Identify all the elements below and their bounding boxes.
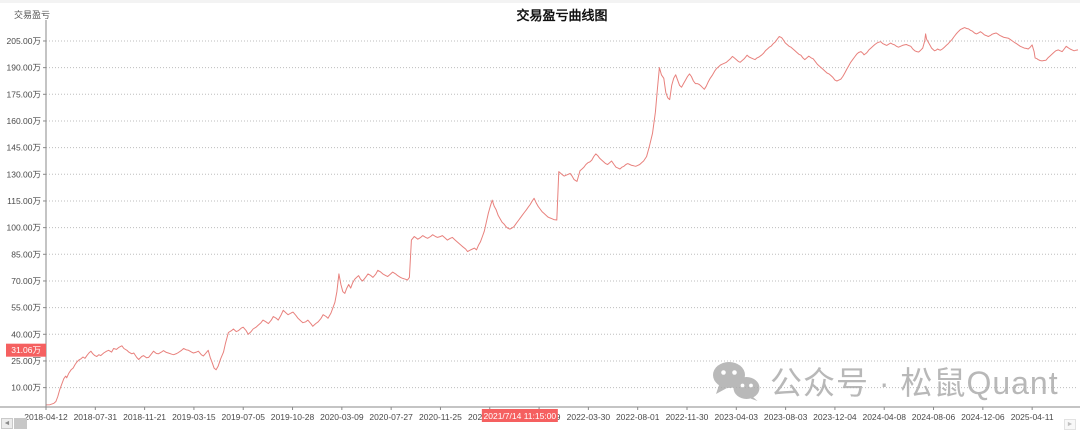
scrollbar-right-button[interactable]: ► (1064, 419, 1076, 430)
svg-text:2020-11-25: 2020-11-25 (419, 412, 462, 422)
left-arrow-icon: ◄ (3, 420, 11, 427)
right-arrow-icon: ► (1066, 421, 1074, 428)
svg-text:2022-03-30: 2022-03-30 (567, 412, 611, 422)
x-tick-labels: 2018-04-12 2018-07-31 2018-11-21 2019-03-15… (24, 407, 1054, 422)
svg-text:2025-04-11: 2025-04-11 (1011, 412, 1054, 422)
crosshair-y-label: 31.06万 (6, 343, 46, 357)
svg-text:175.00万: 175.00万 (7, 89, 42, 99)
svg-text:145.00万: 145.00万 (7, 143, 42, 153)
profit-line (45, 27, 1079, 406)
svg-text:2019-10-28: 2019-10-28 (271, 412, 315, 422)
svg-text:130.00万: 130.00万 (7, 169, 42, 179)
scrollbar-left-button[interactable]: ◄ (1, 418, 13, 429)
svg-text:55.00万: 55.00万 (11, 303, 41, 313)
crosshair-x-label: 2021/7/14 11:15:00 (481, 409, 558, 422)
svg-text:2018-07-31: 2018-07-31 (74, 412, 118, 422)
svg-text:2023-12-04: 2023-12-04 (813, 412, 857, 422)
svg-text:2024-08-06: 2024-08-06 (912, 412, 956, 422)
svg-text:115.00万: 115.00万 (7, 196, 41, 206)
svg-text:2023-04-03: 2023-04-03 (715, 412, 759, 422)
svg-text:31.06万: 31.06万 (11, 345, 41, 355)
y-tick-labels: 205.00万 190.00万 175.00万 160.00万 145.00万 130.0… (7, 36, 42, 393)
y-gridlines (43, 40, 1078, 389)
horizontal-scrollbar-left: ◄ (1, 418, 27, 429)
svg-text:2022-08-01: 2022-08-01 (616, 412, 660, 422)
svg-text:40.00万: 40.00万 (11, 329, 41, 339)
svg-text:100.00万: 100.00万 (7, 223, 42, 233)
axes (0, 20, 1080, 408)
svg-text:2024-12-06: 2024-12-06 (961, 412, 1005, 422)
svg-text:2020-03-09: 2020-03-09 (320, 412, 364, 422)
svg-text:2020-07-27: 2020-07-27 (369, 412, 413, 422)
svg-text:2019-07-05: 2019-07-05 (221, 412, 265, 422)
svg-text:2019-03-15: 2019-03-15 (172, 412, 216, 422)
svg-text:70.00万: 70.00万 (11, 276, 41, 286)
svg-text:25.00万: 25.00万 (11, 356, 41, 366)
svg-text:2023-08-03: 2023-08-03 (764, 412, 808, 422)
svg-text:205.00万: 205.00万 (7, 36, 42, 46)
svg-text:2018-11-21: 2018-11-21 (123, 412, 166, 422)
y-axis-title: 交易盈亏 (14, 10, 51, 20)
window-top-strip (0, 0, 1080, 3)
svg-text:2022-11-30: 2022-11-30 (666, 412, 709, 422)
scrollbar-thumb[interactable] (14, 418, 27, 429)
svg-text:2018-04-12: 2018-04-12 (24, 412, 68, 422)
horizontal-scrollbar-right: ► (1064, 419, 1076, 430)
svg-text:85.00万: 85.00万 (11, 249, 41, 259)
svg-text:2021/7/14 11:15:00: 2021/7/14 11:15:00 (484, 411, 557, 421)
chart-title: 交易盈亏曲线图 (516, 8, 608, 23)
svg-text:190.00万: 190.00万 (7, 63, 42, 73)
svg-text:160.00万: 160.00万 (7, 116, 42, 126)
svg-text:10.00万: 10.00万 (11, 383, 41, 393)
svg-text:2024-04-08: 2024-04-08 (862, 412, 906, 422)
